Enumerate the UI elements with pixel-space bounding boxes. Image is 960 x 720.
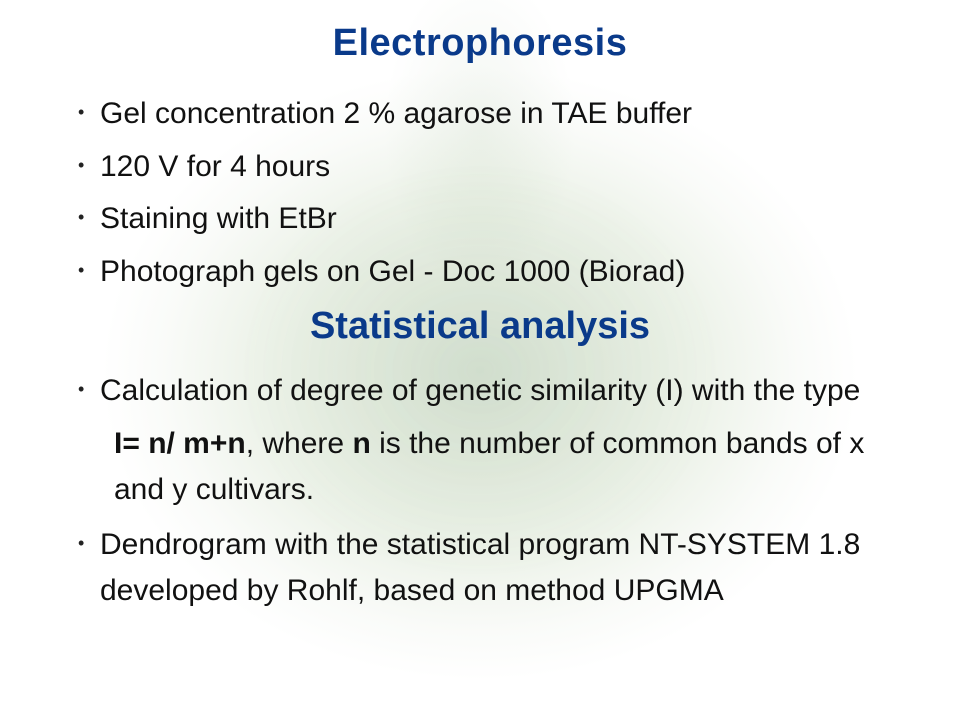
bullet-item: Staining with EtBr [78, 196, 900, 243]
bullet-item: Gel concentration 2 % agarose in TAE buf… [78, 91, 900, 138]
formula-line: I= n/ m+n, where n is the number of comm… [60, 421, 900, 514]
bullet-item: Calculation of degree of genetic similar… [78, 368, 900, 415]
bullet-item: Dendrogram with the statistical program … [78, 522, 900, 615]
bullet-list-1: Gel concentration 2 % agarose in TAE buf… [60, 91, 900, 295]
bullet-list-3: Dendrogram with the statistical program … [60, 522, 900, 615]
formula-text: , where [246, 427, 353, 460]
heading-electrophoresis: Electrophoresis [60, 22, 900, 65]
slide-content: Electrophoresis Gel concentration 2 % ag… [0, 0, 960, 615]
formula-n: n [352, 427, 370, 460]
bullet-item: Photograph gels on Gel - Doc 1000 (Biora… [78, 249, 900, 296]
bullet-list-2: Calculation of degree of genetic similar… [60, 368, 900, 415]
heading-statistical-analysis: Statistical analysis [60, 305, 900, 348]
bullet-item: 120 V for 4 hours [78, 144, 900, 191]
formula-prefix: I= n/ m+n [114, 427, 246, 460]
